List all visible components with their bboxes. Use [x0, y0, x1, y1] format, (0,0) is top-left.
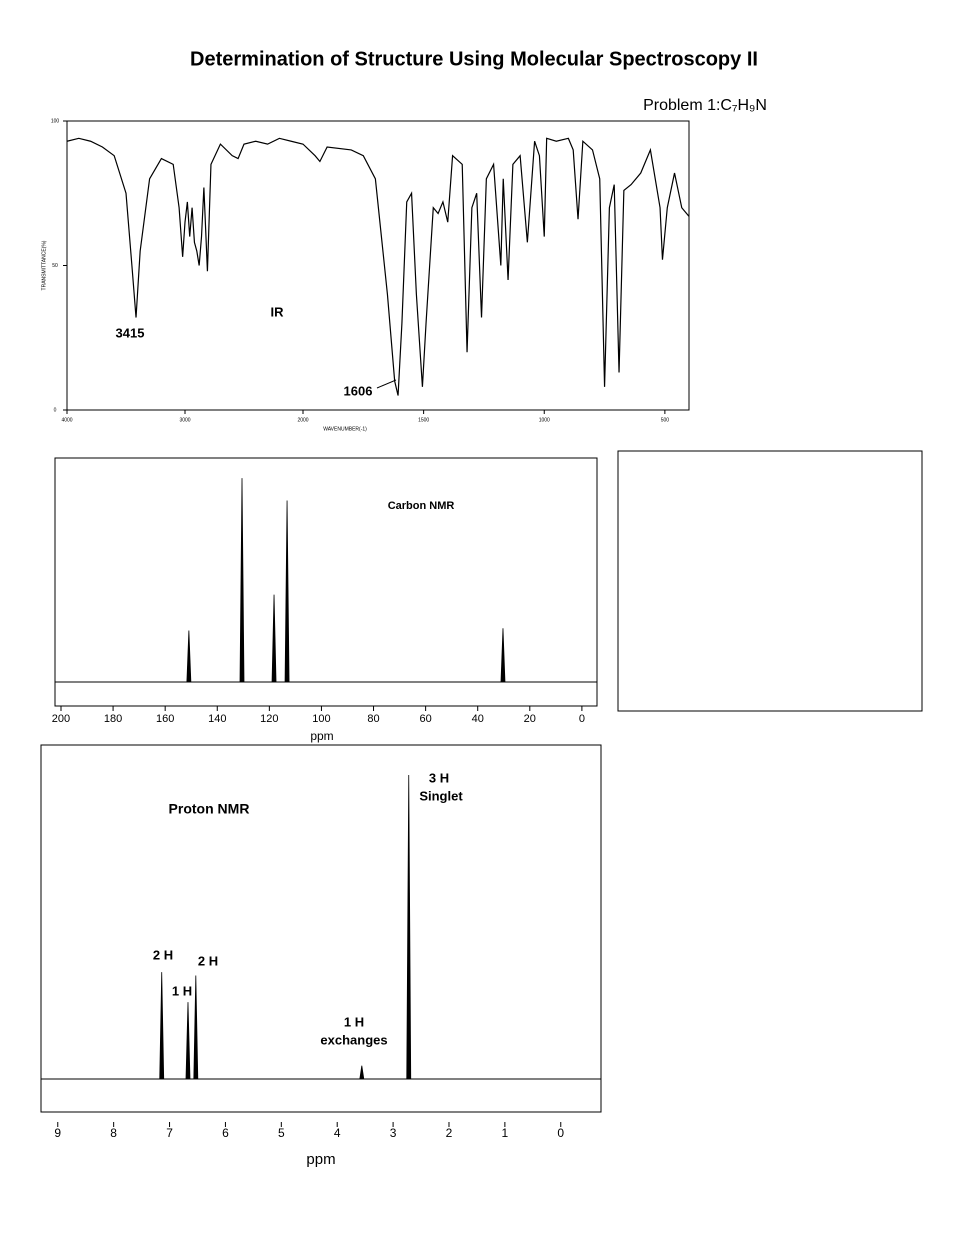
- x-axis-label: WAVENUMBER(-1): [323, 426, 367, 432]
- x-tick-label: 40: [472, 713, 484, 725]
- peak: [500, 628, 506, 683]
- x-tick-label: 4: [334, 1126, 341, 1140]
- peak-label: 1 H: [344, 1014, 364, 1029]
- annotation-leader: [376, 379, 397, 389]
- x-tick-label: 9: [54, 1126, 61, 1140]
- x-tick-label: 80: [367, 713, 379, 725]
- x-tick-label: 4000: [61, 417, 72, 423]
- x-tick-label: 1500: [418, 417, 429, 423]
- x-tick-label: 180: [104, 713, 122, 725]
- peak-label: 1 H: [172, 983, 192, 998]
- x-axis-label: ppm: [310, 729, 333, 743]
- answer-box: [617, 450, 923, 712]
- x-tick-label: 1: [502, 1126, 509, 1140]
- x-tick-label: 60: [419, 713, 431, 725]
- annotation: 3415: [116, 325, 145, 340]
- x-tick-label: 8: [110, 1126, 117, 1140]
- x-tick-label: 5: [278, 1126, 285, 1140]
- y-axis-label: TRANSMITTANCE(%): [41, 240, 47, 290]
- x-tick-label: 120: [260, 713, 278, 725]
- x-axis-label: ppm: [306, 1151, 335, 1168]
- peak: [271, 594, 277, 683]
- x-tick-label: 500: [661, 417, 670, 423]
- peak-label: Singlet: [419, 788, 463, 803]
- x-tick-label: 2: [446, 1126, 453, 1140]
- proton-title: Proton NMR: [169, 801, 250, 817]
- x-tick-label: 100: [312, 713, 330, 725]
- y-tick-label: 0: [54, 407, 57, 413]
- ir-trace: [66, 137, 690, 396]
- x-tick-label: 160: [156, 713, 174, 725]
- annotation: 1606: [344, 383, 373, 398]
- plot-frame: [54, 457, 598, 707]
- peak: [359, 1065, 365, 1080]
- peak: [185, 1002, 191, 1080]
- peak-label: 3 H: [429, 770, 449, 785]
- x-tick-label: 1000: [539, 417, 550, 423]
- peak: [284, 500, 290, 683]
- peak: [186, 630, 192, 683]
- y-tick-label: 50: [52, 263, 58, 269]
- x-tick-label: 3000: [179, 417, 190, 423]
- x-tick-label: 7: [166, 1126, 173, 1140]
- x-tick-label: 140: [208, 713, 226, 725]
- peak-label: 2 H: [198, 953, 218, 968]
- peak: [159, 972, 165, 1080]
- x-tick-label: 6: [222, 1126, 229, 1140]
- x-tick-label: 3: [390, 1126, 397, 1140]
- peak-label: exchanges: [320, 1032, 387, 1047]
- carbon-title: Carbon NMR: [388, 500, 455, 512]
- problem-label: Problem 1:C₇H₉N: [643, 97, 767, 114]
- peak-label: 2 H: [153, 947, 173, 962]
- x-tick-label: 0: [579, 713, 585, 725]
- peak: [193, 975, 199, 1080]
- ir-title: IR: [271, 304, 285, 319]
- x-tick-label: 2000: [297, 417, 308, 423]
- x-tick-label: 20: [524, 713, 536, 725]
- x-tick-label: 0: [557, 1126, 564, 1140]
- plot-frame: [40, 744, 602, 1113]
- peak: [239, 478, 245, 683]
- peak: [406, 775, 412, 1080]
- page-title: Determination of Structure Using Molecul…: [190, 48, 758, 70]
- y-tick-label: 100: [51, 118, 60, 124]
- x-tick-label: 200: [52, 713, 70, 725]
